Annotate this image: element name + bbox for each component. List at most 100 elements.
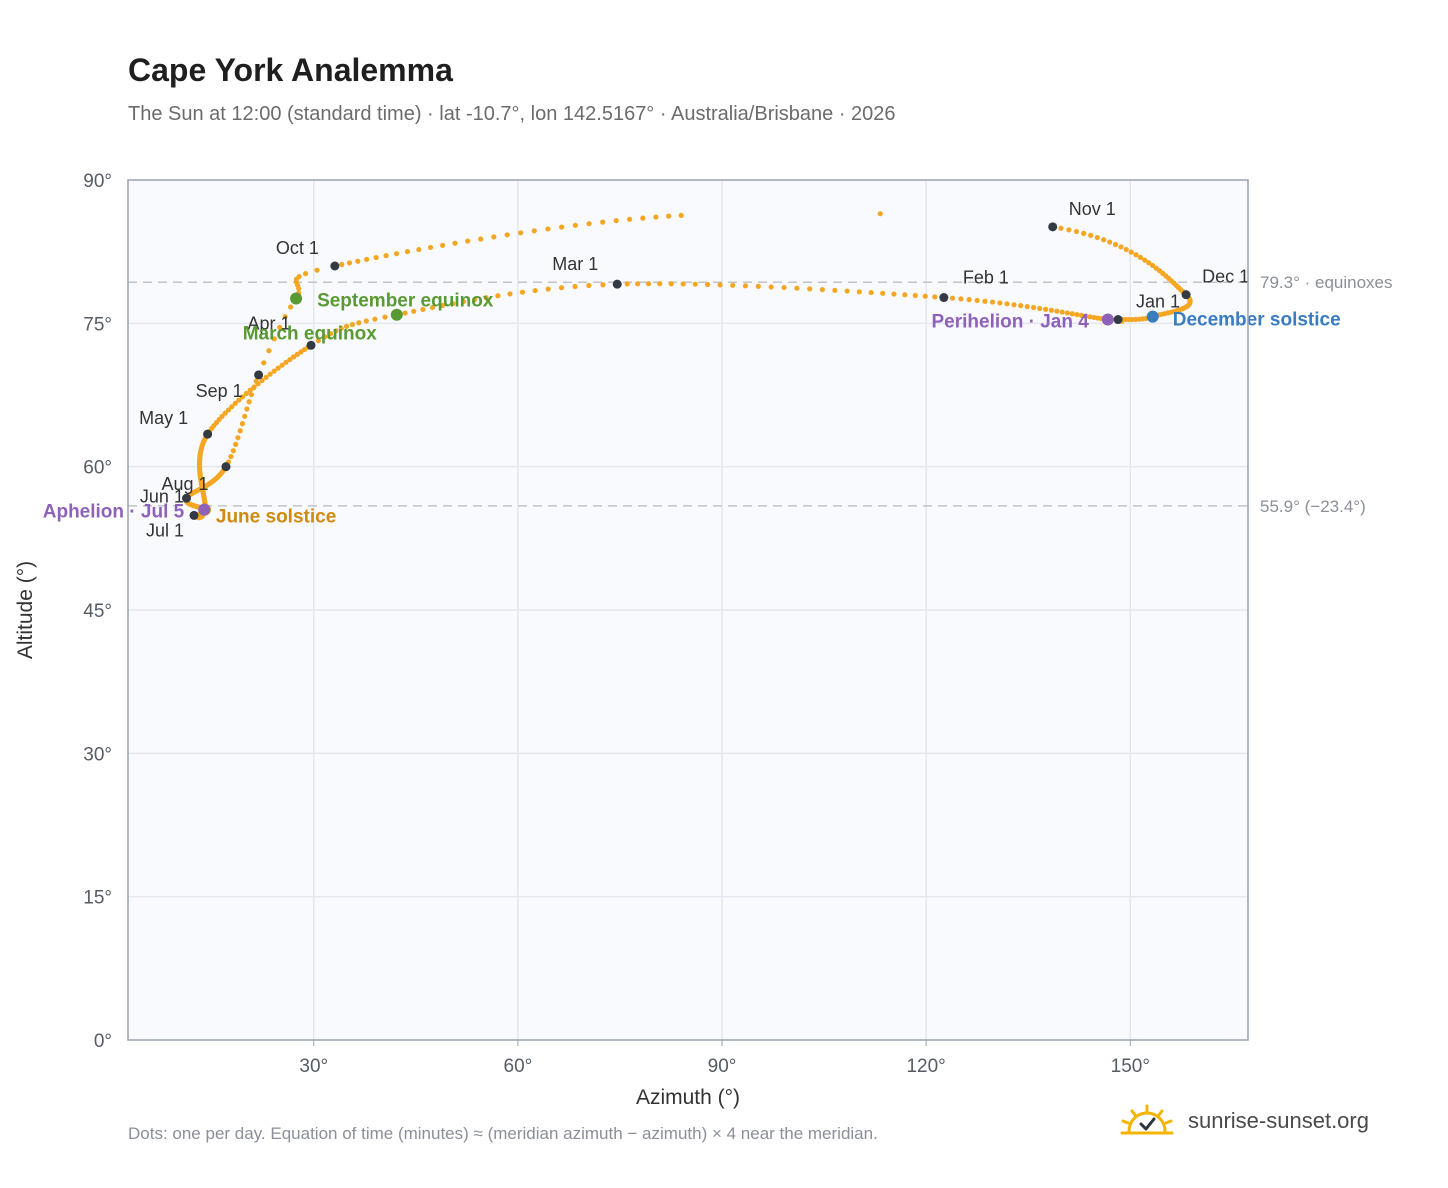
- daily-dot: [1149, 262, 1156, 269]
- daily-dot: [1054, 308, 1060, 314]
- daily-dot: [416, 246, 422, 253]
- chart-footnote: Dots: one per day. Equation of time (min…: [128, 1124, 878, 1143]
- month-marker: [1113, 315, 1123, 325]
- daily-dot: [586, 221, 592, 227]
- event-marker: [290, 292, 303, 305]
- daily-dot: [982, 298, 988, 304]
- daily-dot: [253, 378, 259, 384]
- daily-dot: [518, 230, 524, 236]
- daily-dot: [233, 441, 239, 447]
- daily-dot: [730, 282, 736, 288]
- daily-dot: [229, 404, 235, 410]
- x-tick-label: 90°: [708, 1056, 737, 1077]
- daily-dot: [244, 406, 250, 412]
- daily-dot: [349, 321, 355, 328]
- daily-dot: [225, 407, 232, 413]
- daily-dot: [1011, 302, 1017, 308]
- daily-dot: [600, 219, 606, 225]
- month-marker: [1048, 222, 1058, 232]
- daily-dot: [356, 320, 362, 326]
- daily-dot: [678, 212, 684, 218]
- daily-dot: [373, 254, 379, 261]
- month-marker-label: Dec 1: [1202, 267, 1249, 287]
- daily-dot: [997, 300, 1003, 306]
- daily-dot: [322, 334, 328, 340]
- daily-dot: [291, 354, 297, 360]
- month-marker-label: Apr 1: [248, 313, 291, 333]
- event-label: March equinox: [243, 324, 378, 345]
- daily-dot: [452, 240, 458, 246]
- y-tick-label: 0°: [94, 1031, 112, 1052]
- month-marker: [254, 370, 264, 380]
- daily-dot: [1133, 252, 1139, 258]
- event-label: Aphelion · Jul 5: [43, 502, 185, 523]
- daily-dot: [627, 216, 633, 222]
- daily-dot: [1091, 314, 1097, 321]
- month-marker-label: May 1: [139, 408, 188, 428]
- month-markers: Jan 1 Feb 1 Mar 1 Apr 1 May 1 Jun 1 Jul 1 Aug 1…: [139, 199, 1249, 541]
- daily-dot: [236, 397, 242, 403]
- daily-dot: [572, 283, 578, 290]
- daily-dot: [1048, 307, 1054, 313]
- month-marker-label: Sep 1: [196, 381, 243, 401]
- daily-dot: [807, 286, 813, 292]
- brand-logo[interactable]: sunrise-sunset.org: [1120, 1104, 1369, 1138]
- daily-dot: [768, 284, 774, 290]
- daily-dot: [288, 304, 294, 310]
- daily-dot: [558, 285, 565, 291]
- daily-dot: [891, 291, 897, 297]
- x-axis-label: Azimuth (°): [636, 1086, 740, 1109]
- daily-dot: [327, 330, 334, 337]
- daily-dot: [1107, 239, 1113, 245]
- daily-dot: [364, 256, 370, 263]
- brand-name: sunrise-sunset.org: [1188, 1108, 1369, 1133]
- daily-dot: [704, 281, 711, 288]
- daily-dot: [600, 282, 606, 288]
- grid-lines: [128, 180, 1248, 1040]
- daily-dot: [1101, 237, 1107, 243]
- daily-dot: [1118, 244, 1124, 250]
- daily-dot: [239, 394, 246, 400]
- daily-dot: [755, 283, 761, 289]
- daily-dot: [832, 287, 838, 293]
- month-marker-label: Nov 1: [1069, 199, 1116, 219]
- daily-dot: [545, 226, 551, 232]
- daily-dot: [635, 281, 641, 287]
- daily-dot: [243, 390, 249, 397]
- daily-dot: [420, 306, 426, 313]
- month-marker: [1181, 290, 1191, 300]
- daily-dot: [266, 348, 272, 354]
- daily-dot: [1078, 312, 1085, 318]
- daily-dot: [382, 314, 388, 320]
- daily-dot: [1094, 234, 1100, 241]
- daily-dot: [239, 421, 246, 427]
- daily-dot: [519, 289, 526, 295]
- daily-dot: [692, 281, 698, 287]
- daily-dot: [1024, 303, 1030, 310]
- daily-dot: [267, 371, 273, 377]
- daily-dot: [1069, 311, 1075, 317]
- daily-dot: [613, 218, 619, 224]
- daily-dot: [877, 211, 883, 217]
- daily-dot: [478, 236, 484, 242]
- daily-dot: [1064, 310, 1070, 316]
- daily-dot: [680, 281, 686, 287]
- daily-dot: [232, 400, 238, 406]
- daily-dot: [504, 232, 510, 238]
- daily-dot: [411, 308, 417, 314]
- daily-dot: [302, 270, 309, 277]
- axis-ticks: 30° 60° 90° 120° 150° 0° 15° 30° 45° 60° 75° 90°: [83, 171, 1150, 1077]
- daily-dot: [228, 453, 234, 460]
- daily-dot: [545, 286, 551, 292]
- daily-dot: [259, 377, 265, 384]
- daily-dot: [440, 242, 446, 248]
- daily-dot: [279, 362, 285, 368]
- daily-dot: [507, 291, 513, 297]
- daily-dot: [343, 323, 350, 329]
- daily-dot: [404, 249, 411, 255]
- daily-dot: [294, 351, 300, 357]
- daily-dot: [1083, 313, 1089, 319]
- daily-dot: [572, 222, 578, 228]
- daily-dot: [483, 295, 489, 301]
